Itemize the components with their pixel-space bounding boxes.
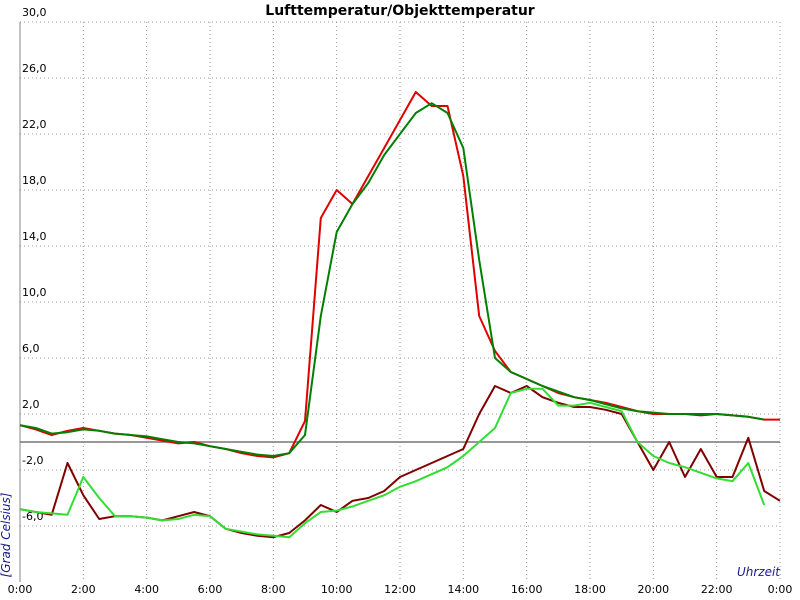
x-axis-label: Uhrzeit <box>737 565 781 579</box>
y-tick-label: 14,0 <box>22 230 47 243</box>
x-tick-label: 22:00 <box>701 583 733 596</box>
x-tick-label: 16:00 <box>511 583 543 596</box>
series-line <box>19 387 766 539</box>
x-tick-label: 14:00 <box>447 583 479 596</box>
x-tick-label: 6:00 <box>198 583 223 596</box>
x-tick-label: 8:00 <box>261 583 286 596</box>
y-tick-label: 10,0 <box>22 286 47 299</box>
chart-title: Lufttemperatur/Objekttemperatur <box>265 3 535 19</box>
x-tick-label: 0:00 <box>768 583 793 596</box>
y-tick-label: -2,0 <box>22 454 43 467</box>
x-tick-label: 12:00 <box>384 583 416 596</box>
x-tick-label: 10:00 <box>321 583 353 596</box>
y-tick-label: 6,0 <box>22 342 40 355</box>
y-tick-label: 26,0 <box>22 62 47 75</box>
y-tick-label: 30,0 <box>22 6 47 19</box>
x-tick-label: 2:00 <box>71 583 96 596</box>
x-tick-label: 0:00 <box>8 583 33 596</box>
y-tick-label: 22,0 <box>22 118 47 131</box>
series-line <box>19 91 780 459</box>
series-line <box>19 102 765 457</box>
x-tick-label: 18:00 <box>574 583 606 596</box>
x-tick-label: 4:00 <box>134 583 159 596</box>
x-tick-label: 20:00 <box>637 583 669 596</box>
y-axis-label: [Grad Celsius] <box>0 492 13 577</box>
y-tick-label: 18,0 <box>22 174 47 187</box>
y-tick-label: 2,0 <box>22 398 40 411</box>
